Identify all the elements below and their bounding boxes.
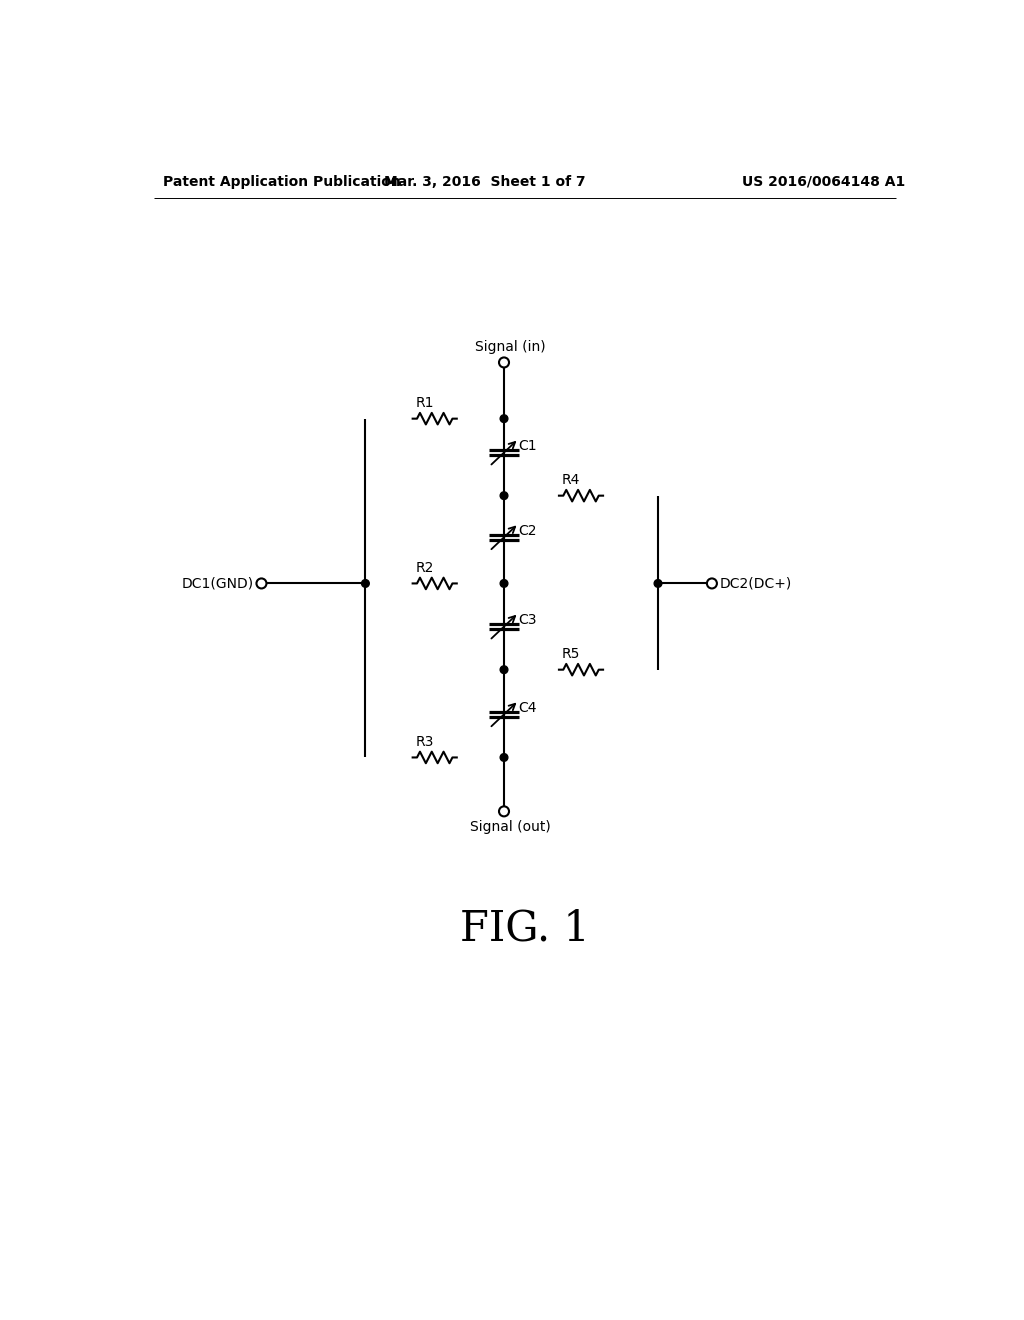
- Circle shape: [654, 579, 662, 587]
- Circle shape: [500, 665, 508, 673]
- Text: US 2016/0064148 A1: US 2016/0064148 A1: [742, 174, 905, 189]
- Text: C3: C3: [518, 614, 538, 627]
- Text: Patent Application Publication: Patent Application Publication: [163, 174, 400, 189]
- Text: DC1(GND): DC1(GND): [181, 577, 254, 590]
- Circle shape: [707, 578, 717, 589]
- Text: Signal (out): Signal (out): [470, 820, 551, 834]
- Circle shape: [499, 358, 509, 367]
- Text: R3: R3: [416, 735, 434, 748]
- Text: C2: C2: [518, 524, 538, 539]
- Text: Mar. 3, 2016  Sheet 1 of 7: Mar. 3, 2016 Sheet 1 of 7: [384, 174, 586, 189]
- Text: Signal (in): Signal (in): [475, 341, 546, 354]
- Circle shape: [500, 414, 508, 422]
- Circle shape: [500, 579, 508, 587]
- Text: R1: R1: [416, 396, 434, 411]
- Circle shape: [256, 578, 266, 589]
- Circle shape: [500, 492, 508, 499]
- Text: FIG. 1: FIG. 1: [460, 907, 590, 949]
- Text: DC2(DC+): DC2(DC+): [720, 577, 792, 590]
- Circle shape: [499, 807, 509, 816]
- Text: R2: R2: [416, 561, 434, 576]
- Circle shape: [361, 579, 370, 587]
- Text: C4: C4: [518, 701, 538, 715]
- Circle shape: [500, 754, 508, 762]
- Text: C1: C1: [518, 440, 538, 453]
- Text: R4: R4: [562, 473, 581, 487]
- Text: R5: R5: [562, 647, 581, 661]
